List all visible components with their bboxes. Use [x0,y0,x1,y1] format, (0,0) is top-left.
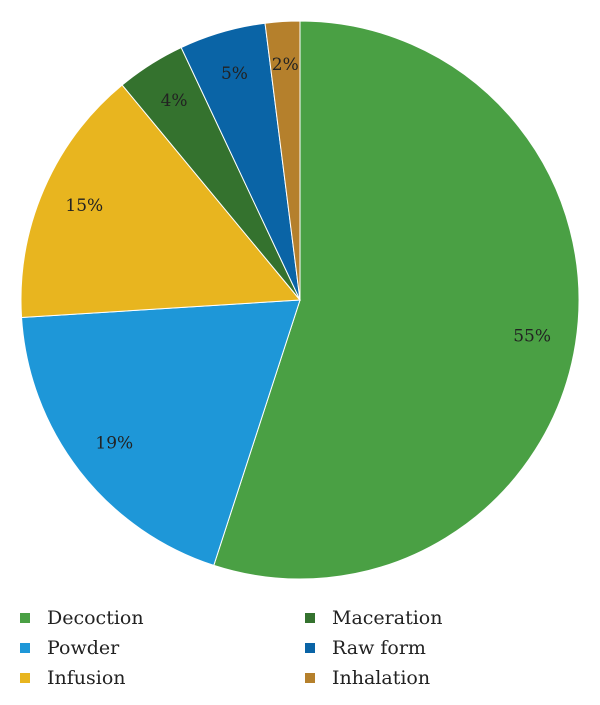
slice-label-infusion: 15% [65,196,103,216]
legend-item-maceration: Maceration [305,604,580,631]
pie-chart: 55% 19% 15% 4% 5% 2% [20,20,580,580]
pie-slice-infusion [20,84,302,319]
legend-label-powder: Powder [47,636,120,659]
pie-slice-inhalation [264,20,301,301]
slice-label-powder: 19% [95,434,133,454]
legend-item-decoction: Decoction [20,604,305,631]
legend-item-inhalation: Inhalation [305,664,580,691]
legend-item-raw-form: Raw form [305,634,580,661]
pie-slices [20,20,580,580]
pie-slice-powder [21,299,301,566]
legend-swatch-maceration [305,612,315,623]
legend-swatch-infusion [20,672,30,683]
slice-label-inhalation: 2% [272,55,299,75]
slice-label-maceration: 4% [161,91,188,111]
legend-label-raw-form: Raw form [332,636,426,659]
legend-label-inhalation: Inhalation [332,666,431,689]
slice-label-raw-form: 5% [221,64,248,84]
legend-item-powder: Powder [20,634,305,661]
legend: Decoction Maceration Powder Raw form Infusio… [20,604,580,691]
legend-item-infusion: Infusion [20,664,305,691]
legend-label-decoction: Decoction [47,606,144,629]
legend-swatch-raw-form [305,642,315,653]
legend-swatch-decoction [20,612,30,623]
legend-swatch-powder [20,642,30,653]
legend-label-maceration: Maceration [332,606,443,629]
slice-label-decoction: 55% [513,326,551,346]
legend-swatch-inhalation [305,672,315,683]
legend-label-infusion: Infusion [47,666,126,689]
pie-labels: 55% 19% 15% 4% 5% 2% [65,55,551,454]
pie-slice-decoction [213,20,580,580]
